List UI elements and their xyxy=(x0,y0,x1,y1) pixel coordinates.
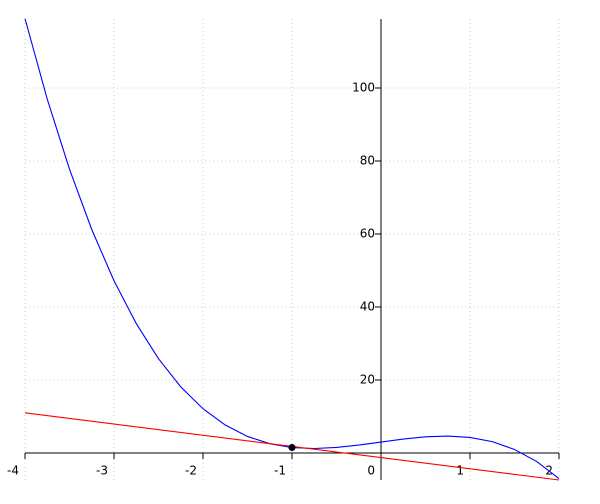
x-tick-label: -3 xyxy=(96,463,108,477)
point xyxy=(288,444,296,452)
y-tick-label: 80 xyxy=(360,153,375,167)
y-tick-label: 100 xyxy=(352,80,375,94)
x-tick-label: -2 xyxy=(185,463,197,477)
y-tick-label: 60 xyxy=(360,226,375,240)
x-tick-label: -4 xyxy=(7,463,19,477)
y-tick-label: 40 xyxy=(360,299,375,313)
y-tick-label: 20 xyxy=(360,372,375,386)
x-tick-label: -1 xyxy=(274,463,286,477)
x-tick-label: 1 xyxy=(456,463,464,477)
x-tick-label: 0 xyxy=(367,463,375,477)
